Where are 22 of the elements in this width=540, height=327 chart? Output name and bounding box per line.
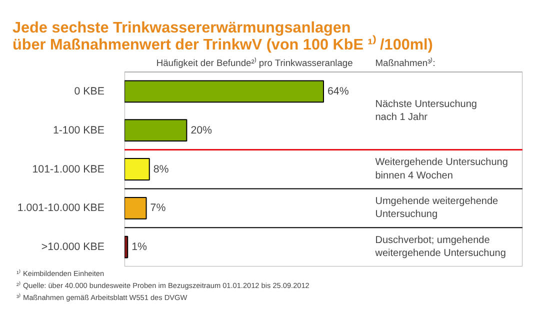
data-label: 7% <box>150 202 166 214</box>
chart-title: Jede sechste Trinkwassererwärmungsanlagen über Maßnahmenwert der TrinkwV (von 100 KbE ¹⁾ /100ml) <box>12 20 433 54</box>
y-tick-label: 1.001-10.000 KBE <box>17 202 104 214</box>
text: Weitergehende Untersuchung binnen 4 Wochen <box>375 157 508 182</box>
data-label: 8% <box>153 163 170 176</box>
y-tick-label: 101-1.000 KBE <box>32 163 105 176</box>
y-tick-label: 0 KBE <box>74 85 105 98</box>
data-label: 64% <box>328 85 350 98</box>
data-label: 20% <box>190 124 213 136</box>
bar <box>124 119 188 142</box>
x-axis-title: Häufigkeit der Befunde²⁾ pro Trinkwasseranlage <box>156 57 353 68</box>
bar <box>124 80 324 103</box>
bar <box>124 236 128 258</box>
text: Maßnahmen³⁾: <box>375 57 436 68</box>
data-label: 1% <box>132 241 148 254</box>
text: Umgehende weitergehende Untersuchung <box>375 196 499 220</box>
text: Nächste Untersuchung nach 1 Jahr <box>375 98 477 124</box>
bar <box>124 158 150 180</box>
y-tick-label: >10.000 KBE <box>41 241 105 254</box>
bar <box>124 196 147 220</box>
y-tick-label: 1-100 KBE <box>52 124 105 136</box>
text: Duschverbot; umgehende weitergehende Untersuchung <box>374 234 506 260</box>
